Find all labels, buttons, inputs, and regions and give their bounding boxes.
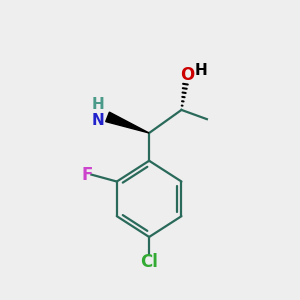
Text: N: N — [92, 113, 105, 128]
Polygon shape — [106, 112, 149, 133]
Text: H: H — [195, 63, 208, 78]
Text: F: F — [81, 166, 92, 184]
Text: H: H — [92, 97, 105, 112]
Text: O: O — [180, 66, 194, 84]
Text: Cl: Cl — [140, 254, 158, 272]
